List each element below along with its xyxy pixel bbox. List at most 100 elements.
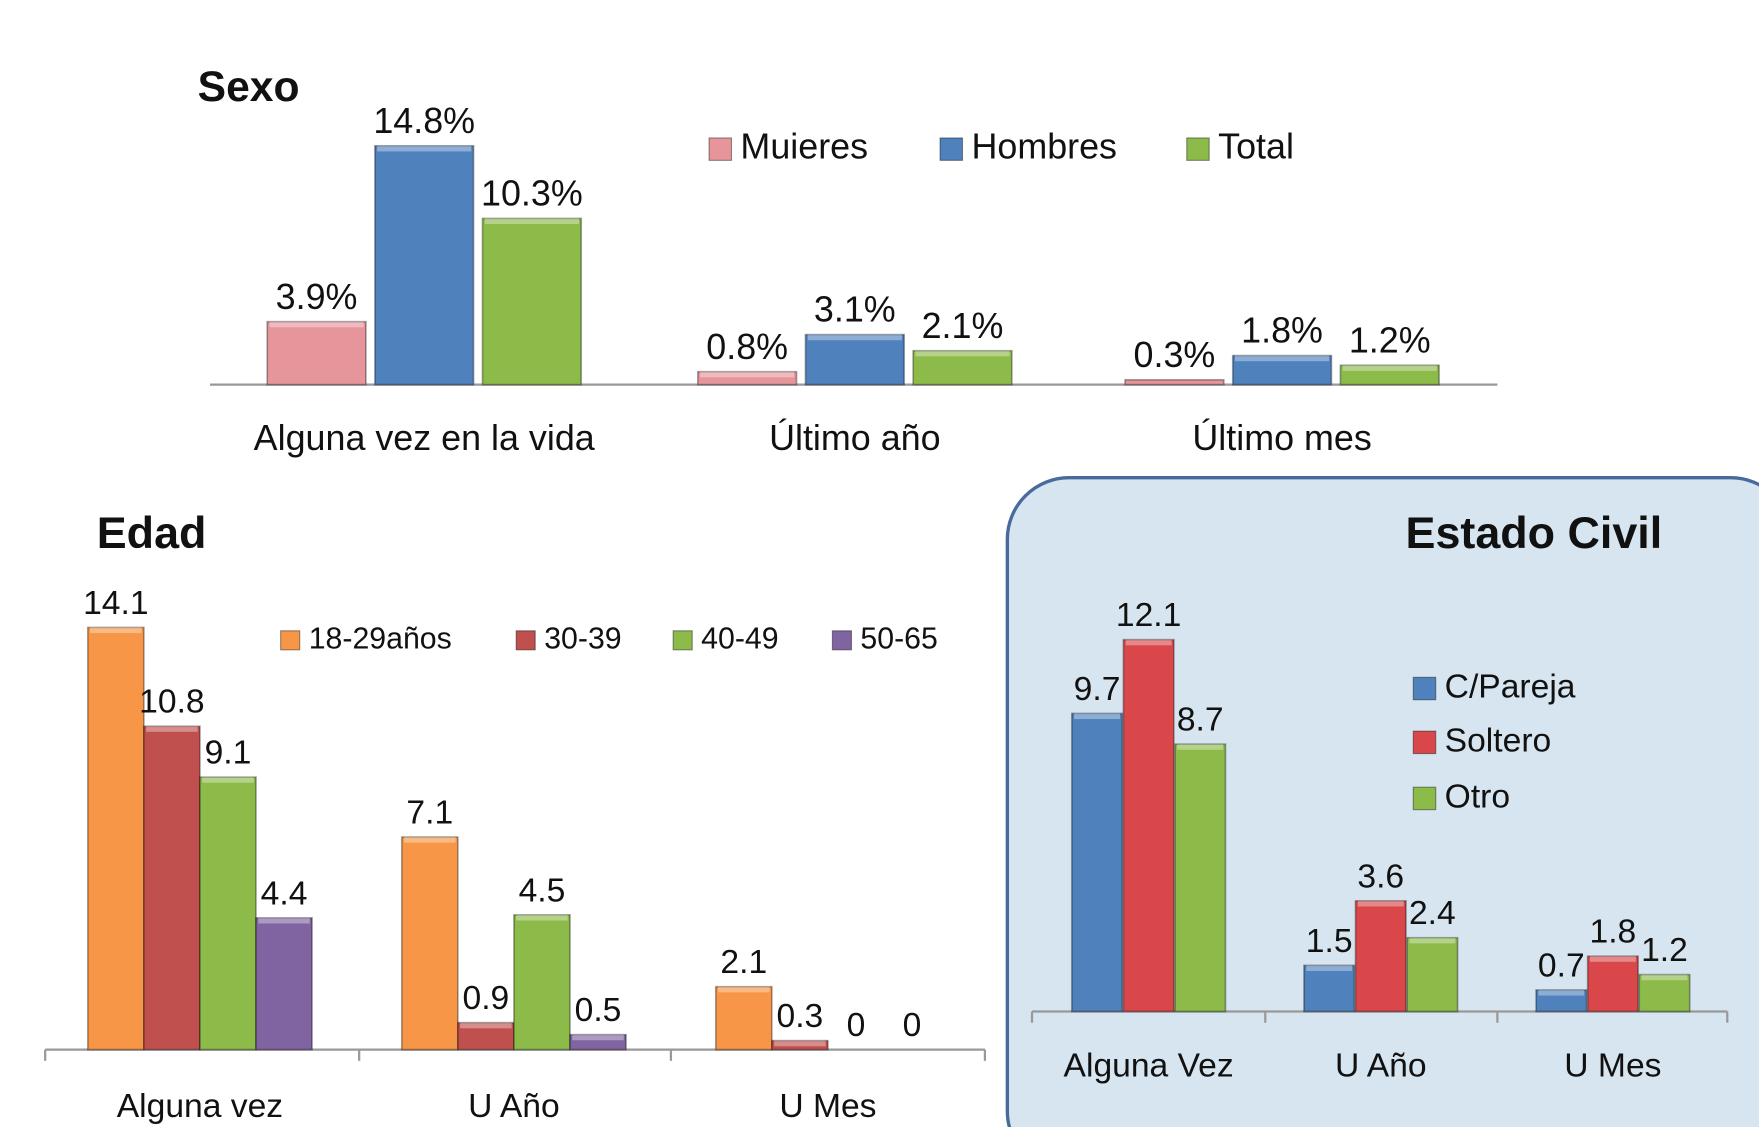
bar [1303,964,1356,1013]
data-label: 8.7 [1177,702,1224,739]
legend-swatch [1412,676,1437,701]
data-label: 1.8 [1590,914,1637,951]
data-label: 9.1 [205,735,252,772]
legend-label: 50-65 [860,622,937,655]
data-label: 1.2% [1349,320,1431,360]
legend-label: Otro [1445,778,1510,815]
data-label: 2.1 [720,944,767,981]
legend-label: Total [1218,127,1294,167]
legend-swatch [831,630,853,651]
bar [400,836,459,1051]
legend-swatch [1412,730,1437,755]
data-label: 9.7 [1074,671,1121,708]
data-label: 0.8% [706,327,788,367]
data-label: 10.8 [139,684,204,721]
legend-label: Soltero [1445,722,1552,759]
bar [266,320,367,386]
category-label: U Año [1335,1047,1427,1084]
bar [1406,936,1459,1013]
chart-title: Sexo [198,63,300,111]
bar [481,217,583,386]
data-label: 0.9 [463,980,510,1017]
bar [1124,378,1225,386]
bar [696,370,798,386]
legend-label: Hombres [971,127,1117,167]
bar [1354,900,1407,1013]
data-label: 0.7 [1538,947,1585,984]
bar-highlight [1074,713,1121,720]
bar-highlight [1357,900,1404,907]
chart-title: Edad [97,507,207,558]
bar-highlight [1342,365,1437,371]
bar [1174,743,1227,1013]
data-label: 14.1 [83,585,148,622]
legend-label: 30-39 [544,622,621,655]
bar-highlight [1125,639,1172,646]
bar-highlight [1177,744,1224,750]
category-label: Alguna vez [117,1088,283,1125]
bar [804,333,906,386]
bar-highlight [258,917,310,924]
bar-highlight [516,914,568,921]
data-label: 3.1% [814,290,896,330]
legend-label: 18-29años [309,622,452,655]
legend-swatch [672,630,693,651]
data-label: 1.5 [1306,923,1353,960]
bar-highlight [460,1022,512,1029]
legend-swatch [1186,137,1210,161]
bar [569,1033,627,1051]
bar [457,1021,515,1051]
bar [86,626,145,1051]
data-label: 2.4 [1409,895,1456,932]
data-label: 10.3% [481,173,583,213]
data-label: 0 [847,1007,866,1044]
bar [513,914,571,1051]
data-label: 4.5 [519,872,566,909]
bar-highlight [1234,355,1330,362]
data-label: 0.3 [777,998,824,1035]
data-label: 2.1% [922,306,1004,346]
bar-highlight [807,334,902,341]
legend-swatch [708,137,733,161]
data-label: 0 [903,1007,922,1044]
bar [1535,989,1588,1013]
legend-label: 40-49 [701,622,778,655]
bar [1586,955,1639,1013]
bar-highlight [774,1040,826,1047]
bar [1638,973,1691,1013]
category-label: U Mes [1564,1047,1661,1084]
bar-highlight [700,371,795,378]
category-label: Alguna Vez [1064,1047,1234,1084]
data-label: 1.2 [1641,932,1688,969]
data-label: 1.8% [1241,311,1323,351]
bar-highlight [1306,965,1353,972]
bar-highlight [1589,956,1636,962]
bar-highlight [484,218,579,225]
legend-label: Muieres [740,127,868,167]
legend-swatch [280,630,301,651]
bar-highlight [146,726,198,732]
bar-highlight [1409,937,1456,944]
category-label: U Mes [779,1088,876,1125]
bar [1070,712,1124,1013]
bar [1339,364,1440,386]
bar [374,144,475,386]
chart-title: Estado Civil [1406,507,1663,558]
bar-highlight [915,350,1010,357]
data-label: 4.4 [261,875,308,912]
bar [255,917,313,1051]
data-label: 14.8% [373,101,475,141]
bar-highlight [1641,974,1688,981]
bar [771,1039,829,1051]
legend-label: C/Pareja [1445,668,1576,705]
category-label: Último año [769,418,940,458]
data-label: 3.9% [276,277,358,317]
bar-highlight [718,986,770,993]
bar [143,725,201,1051]
bar-highlight [202,777,254,783]
bar-highlight [404,837,456,843]
legend-swatch [939,137,964,161]
bar [199,776,257,1051]
